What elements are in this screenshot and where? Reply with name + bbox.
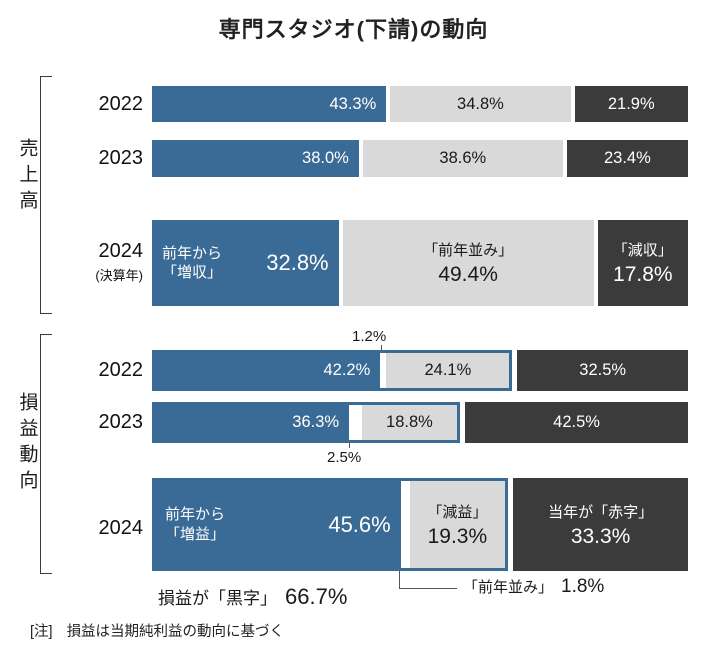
year-label-profit-2023: 2023 [98,411,144,433]
segment-name: 「減収」 [612,242,673,259]
sales-group-bracket [40,76,52,314]
segment-name: 前年から 「増益」 [165,505,225,544]
segment-value: 33.3% [570,524,631,548]
bar-row-sales-2024: 前年から 「増収」 32.8% 「前年並み」 49.4% 「減収」 17.8% [152,220,688,306]
bar-row-profit-2024: 前年から 「増益」 45.6% 「減益」 19.3% 当年が「赤字」 33.3% [152,478,688,571]
segment-value: 42.2% [323,361,371,379]
sales-group-label: 売上高 [16,138,38,216]
segment-value: 38.0% [302,149,349,167]
year-label-profit-2024: 2024 [98,517,144,539]
sliver-value: 1.8% [561,576,605,597]
segment-sales-2023-decrease: 23.4% [566,140,689,177]
black-ink-name: 損益が「黒字」 [158,589,277,608]
black-ink-box-2024: 前年から 「増益」 45.6% 「減益」 19.3% [152,478,509,571]
page-title: 専門スタジオ(下請)の動向 [218,17,489,42]
segment-name-line2: 「増益」 [165,525,226,543]
segment-sales-2023-flat: 38.6% [362,140,563,177]
segment-profit-2022-increase: 42.2% [155,353,381,388]
segment-profit-2022-flat-sliver [380,353,387,388]
segment-profit-2023-deficit: 42.5% [465,402,688,443]
segment-name-line2: 「増収」 [162,264,223,281]
segment-profit-2024-flat-sliver [400,481,410,568]
segment-sales-2024-flat: 「前年並み」 49.4% [342,220,594,306]
profit-group-bracket [40,334,52,574]
segment-sales-2022-increase: 43.3% [152,86,387,122]
segment-value: 36.3% [292,413,340,431]
bar-row-profit-2022: 42.2% 24.1% 32.5% [152,350,688,391]
segment-sales-2024-increase: 前年から 「増収」 32.8% [152,220,339,306]
segment-value: 32.8% [266,250,329,275]
sliver-name: 「前年並み」 [463,579,554,596]
segment-sales-2024-decrease: 「減収」 17.8% [597,220,688,306]
black-ink-box-2022: 42.2% 24.1% [152,350,513,391]
segment-name: 前年から 「増収」 [162,244,222,283]
bar-row-sales-2023: 38.0% 38.6% 23.4% [152,140,689,177]
segment-name: 当年が「赤字」 [548,503,654,521]
black-ink-box-2023: 36.3% 18.8% [152,402,461,443]
segment-value: 38.6% [439,149,487,167]
segment-value: 32.5% [579,361,627,379]
black-ink-value: 66.7% [285,584,348,609]
callout-sliver-2022: 1.2% [352,328,387,345]
year-label-sales-2024: 2024 (決算年) [52,240,143,284]
segment-profit-2024-deficit: 当年が「赤字」 33.3% [513,478,688,571]
segment-value: 17.8% [613,263,673,286]
year-label-sales-2023: 2023 [98,147,144,169]
segment-profit-2024-increase: 前年から 「増益」 45.6% [155,481,401,568]
segment-value: 45.6% [328,511,391,537]
year-label-profit-2022: 2022 [98,359,144,381]
segment-profit-2022-decrease: 24.1% [386,353,510,388]
segment-value: 18.8% [386,413,433,431]
segment-name-line1: 前年から [162,244,223,262]
profit-group-label: 損益動向 [16,392,38,496]
segment-sales-2022-flat: 34.8% [390,86,571,122]
segment-sales-2022-decrease: 21.9% [574,86,688,122]
segment-sales-2023-increase: 38.0% [152,140,359,177]
segment-value: 21.9% [607,94,655,113]
bar-row-profit-2023: 36.3% 18.8% 42.5% [152,402,688,443]
segment-profit-2022-deficit: 32.5% [517,350,688,391]
segment-value: 23.4% [604,149,651,167]
footnote-tag: [注] [30,624,53,640]
year-sub-text: (決算年) [95,268,143,283]
connector-horizontal-line [399,588,457,589]
segment-name: 「減益」 [427,503,488,521]
segment-value: 42.5% [553,413,600,431]
footnote: [注] 損益は当期純利益の動向に基づく [30,620,284,641]
segment-value: 43.3% [329,94,377,113]
segment-name-line1: 前年から [165,506,226,523]
bar-row-sales-2022: 43.3% 34.8% 21.9% [152,86,688,122]
segment-profit-2024-decrease: 「減益」 19.3% [409,481,506,568]
year-text: 2024 [98,240,144,262]
segment-name: 「前年並み」 [423,242,514,259]
connector-vertical-line [399,571,400,589]
segment-profit-2023-decrease: 18.8% [361,405,458,440]
segment-profit-2023-increase: 36.3% [155,405,350,440]
segment-value: 19.3% [427,524,488,548]
segment-value: 49.4% [438,263,498,286]
callout-tick-2023 [349,443,350,448]
segment-value: 34.8% [457,94,504,113]
segment-value: 24.1% [424,361,472,379]
year-label-sales-2022: 2022 [98,93,144,115]
callout-sliver-2023: 2.5% [327,449,362,466]
callout-tick-2022 [381,345,382,350]
black-ink-total-label: 損益が「黒字」 66.7% [158,584,347,610]
footnote-text: 損益は当期純利益の動向に基づく [66,624,285,640]
callout-sliver-2024: 「前年並み」 1.8% [463,576,604,598]
segment-profit-2023-flat-sliver [349,405,362,440]
